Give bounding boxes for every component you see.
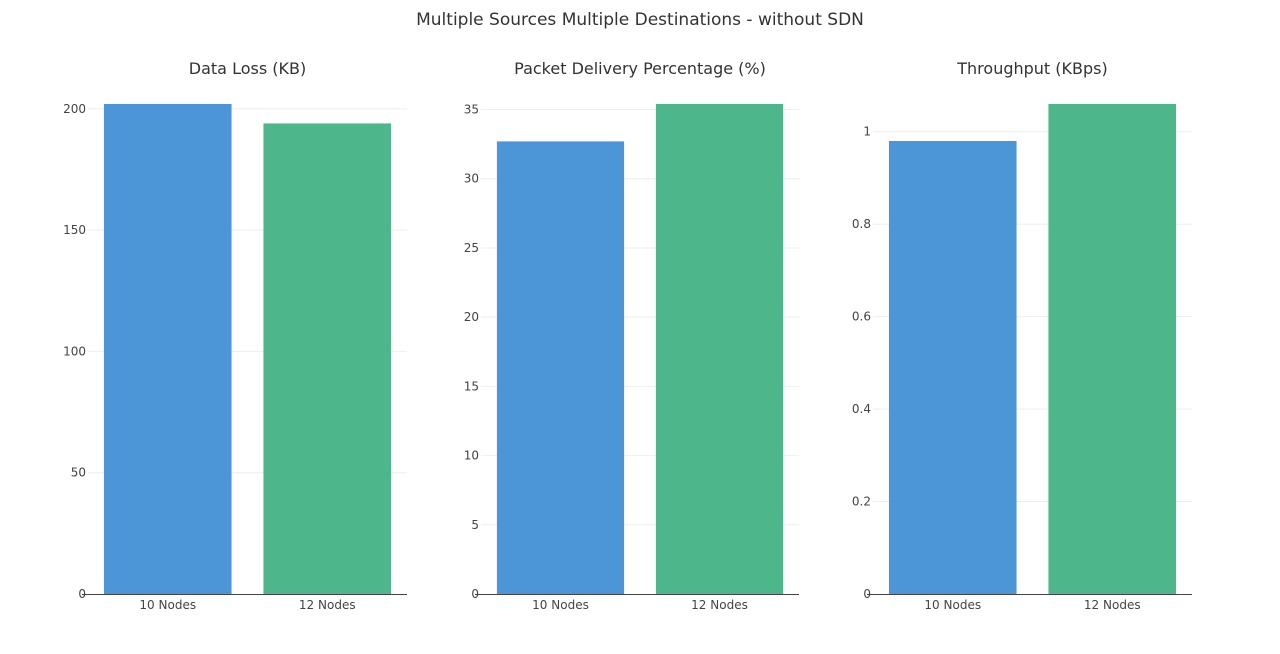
y-tick-label: 200 bbox=[63, 102, 86, 116]
y-tick-label: 5 bbox=[471, 518, 479, 532]
y-tick-label: 20 bbox=[464, 310, 479, 324]
chart-main-title: Multiple Sources Multiple Destinations -… bbox=[416, 10, 864, 30]
y-tick-label: 25 bbox=[464, 241, 479, 255]
x-tick-label: 12 Nodes bbox=[1084, 598, 1141, 612]
y-tick-label: 35 bbox=[464, 103, 479, 117]
subplot-title: Packet Delivery Percentage (%) bbox=[514, 59, 766, 78]
panel-packet-delivery: Packet Delivery Percentage (%)0510152025… bbox=[464, 59, 799, 612]
y-tick-label: 30 bbox=[464, 172, 479, 186]
y-tick-label: 15 bbox=[464, 379, 479, 393]
x-tick-label: 12 Nodes bbox=[691, 598, 748, 612]
bar-2 bbox=[263, 123, 392, 594]
bar-2 bbox=[655, 104, 784, 594]
y-tick-label: 150 bbox=[63, 223, 86, 237]
x-tick-label: 10 Nodes bbox=[532, 598, 589, 612]
x-tick-label: 10 Nodes bbox=[139, 598, 196, 612]
bar-1 bbox=[496, 141, 625, 595]
x-tick-label: 10 Nodes bbox=[924, 598, 981, 612]
bar-1 bbox=[103, 104, 232, 594]
y-tick-label: 0.4 bbox=[852, 402, 871, 416]
y-tick-label: 10 bbox=[464, 449, 479, 463]
subplot-title: Throughput (KBps) bbox=[956, 59, 1107, 78]
bar-1 bbox=[888, 140, 1017, 594]
x-tick-label: 12 Nodes bbox=[299, 598, 356, 612]
y-tick-label: 0.2 bbox=[852, 495, 871, 509]
y-tick-label: 50 bbox=[71, 466, 86, 480]
y-tick-label: 100 bbox=[63, 344, 86, 358]
y-tick-label: 0.8 bbox=[852, 217, 871, 231]
bar-2 bbox=[1048, 104, 1177, 594]
subplot-title: Data Loss (KB) bbox=[189, 59, 306, 78]
y-tick-label: 1 bbox=[863, 125, 871, 139]
y-tick-label: 0.6 bbox=[852, 310, 871, 324]
